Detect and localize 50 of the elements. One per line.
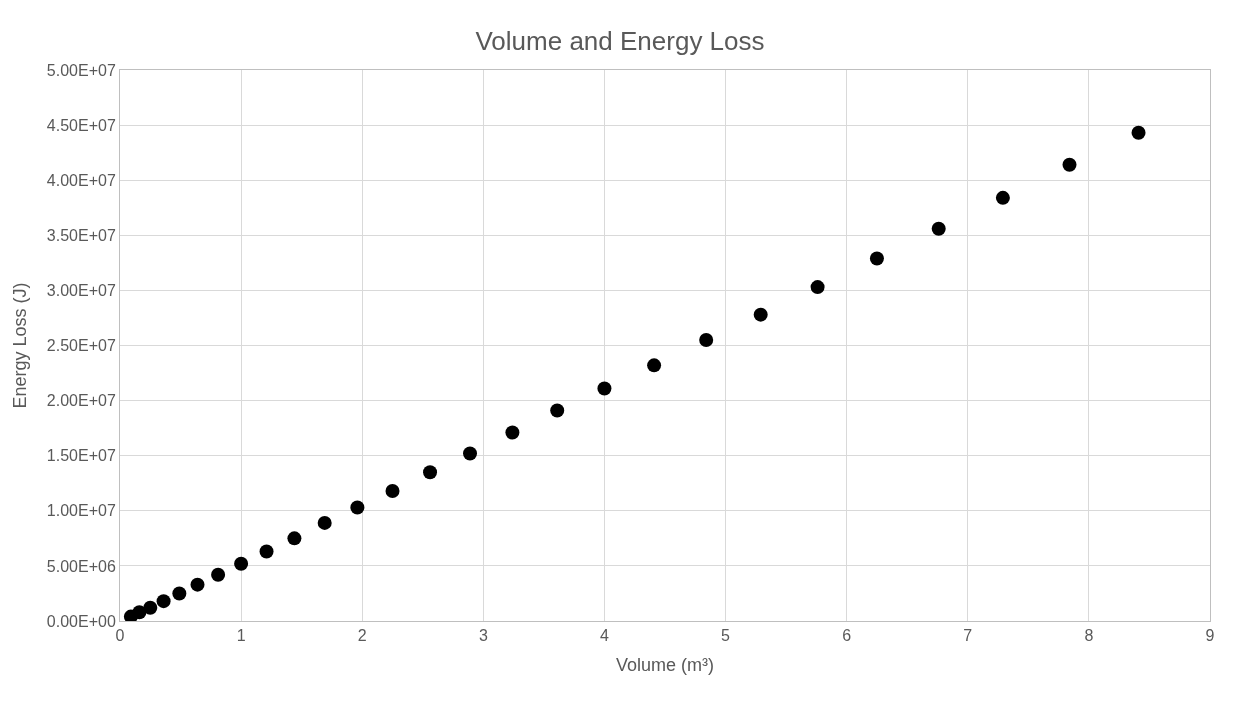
point: [385, 483, 400, 498]
point: [1131, 125, 1146, 140]
point: [869, 251, 884, 266]
y-tick-label: 3.50E+07: [46, 226, 116, 244]
y-tick-label: 0.00E+00: [46, 612, 116, 630]
point: [699, 332, 714, 347]
y-tick-label: 5.00E+06: [46, 557, 116, 575]
point: [463, 446, 478, 461]
y-tick-label: 2.50E+07: [46, 337, 116, 355]
point: [810, 280, 825, 295]
x-tick-label: 8: [1084, 627, 1094, 645]
y-axis-title: Energy Loss (J): [10, 282, 31, 409]
point: [423, 465, 438, 480]
y-tick-label: 3.00E+07: [46, 282, 116, 299]
point: [287, 531, 302, 546]
y-tick-label: 1.00E+07: [46, 502, 116, 520]
x-tick-label: 5: [721, 627, 731, 645]
point: [550, 403, 565, 418]
point: [931, 221, 946, 236]
point: [211, 567, 226, 582]
point: [156, 594, 171, 609]
point: [234, 556, 249, 571]
point: [505, 425, 520, 440]
x-tick-label: 2: [357, 627, 367, 645]
y-tick-label: 2.00E+07: [46, 392, 116, 410]
x-tick-label: 9: [1205, 627, 1215, 645]
point: [317, 515, 332, 530]
y-tick-label: 4.00E+07: [46, 171, 116, 189]
x-axis-title: Volume (m³): [615, 655, 715, 676]
point: [132, 605, 147, 620]
point: [597, 381, 612, 396]
y-tick-label: 5.00E+07: [46, 61, 116, 79]
x-tick-label: 7: [963, 627, 973, 645]
point: [1062, 157, 1077, 172]
point: [350, 500, 365, 515]
x-tick-label: 4: [599, 627, 609, 645]
chart-title: Volume and Energy Loss: [475, 25, 765, 56]
point: [172, 586, 187, 601]
point: [143, 600, 158, 615]
y-tick-label: 1.50E+07: [46, 447, 116, 465]
point: [995, 190, 1010, 205]
point: [647, 358, 662, 373]
point: [753, 307, 768, 322]
x-tick-label: 0: [115, 627, 125, 645]
x-tick-label: 1: [236, 627, 246, 645]
x-tick-label: 3: [478, 627, 488, 645]
y-tick-label: 4.50E+07: [46, 116, 116, 134]
point: [259, 544, 274, 559]
x-tick-label: 6: [842, 627, 852, 645]
point: [190, 577, 205, 592]
